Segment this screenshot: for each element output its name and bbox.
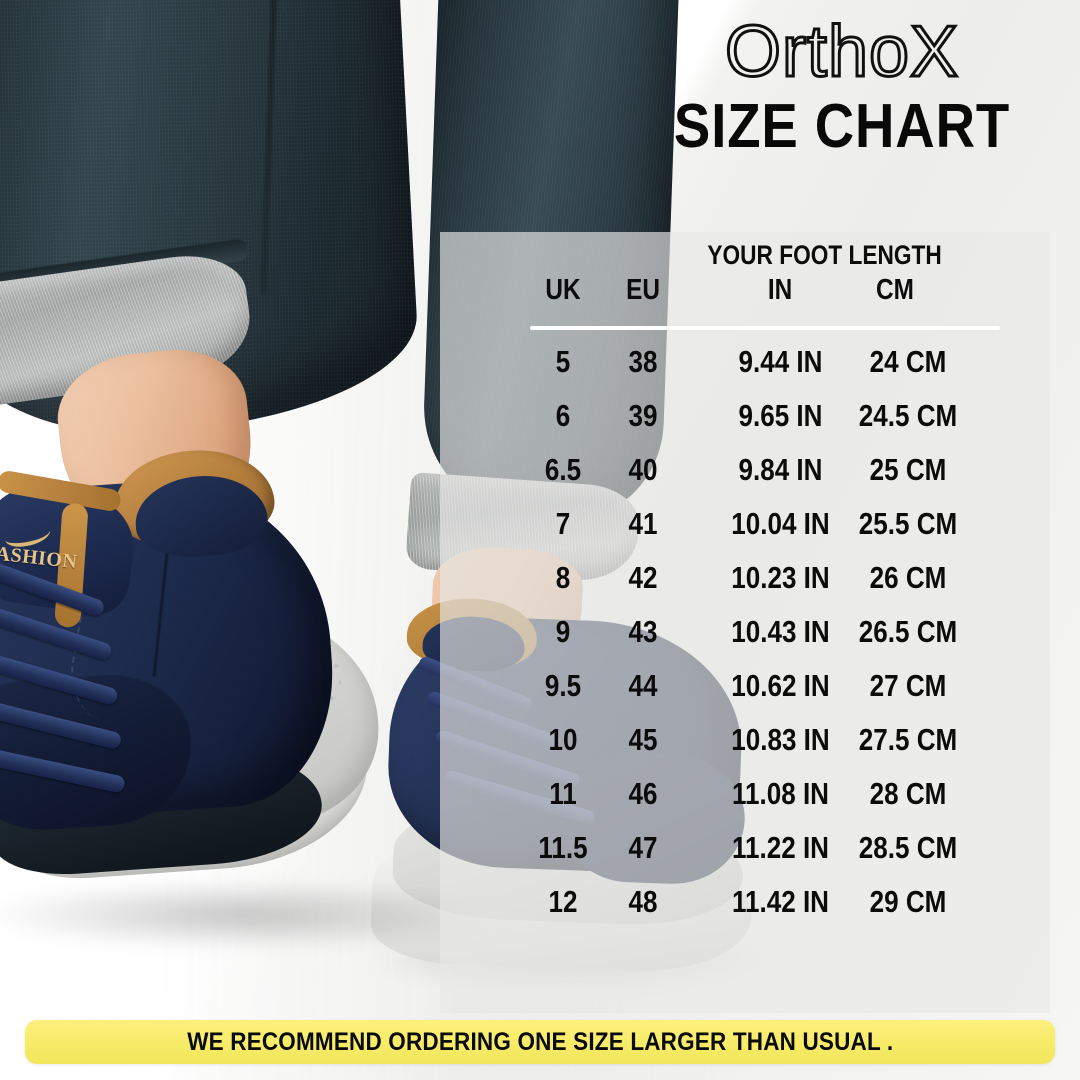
brand-header: OrthoX SIZE CHART: [632, 12, 1052, 161]
foot-length-cm-cell: 28 CM: [869, 776, 947, 811]
size-uk-cell: 7: [555, 506, 571, 541]
size-eu-cell: 39: [628, 398, 658, 433]
table-row: 8 42 10.23 IN 26 CM: [440, 556, 1050, 610]
column-header-cm: CM: [876, 274, 914, 306]
denim-seam: [260, 0, 279, 295]
table-row: 12 48 11.42 IN 29 CM: [440, 880, 1050, 934]
foot-length-cm-cell: 25 CM: [869, 452, 947, 487]
table-row: 9 43 10.43 IN 26.5 CM: [440, 610, 1050, 664]
size-uk-cell: 12: [548, 884, 578, 919]
foot-length-in-cell: 10.83 IN: [731, 722, 830, 757]
foot-length-in-cell: 10.62 IN: [731, 668, 830, 703]
header-divider: [530, 326, 1000, 330]
page-title: SIZE CHART: [673, 92, 1011, 161]
size-eu-cell: 38: [628, 344, 658, 379]
size-eu-cell: 43: [628, 614, 658, 649]
foot-length-in-cell: 9.44 IN: [738, 344, 823, 379]
foot-length-cm-cell: 28.5 CM: [858, 830, 958, 865]
foot-length-in-cell: 10.43 IN: [731, 614, 830, 649]
floor-shadow-front: [0, 880, 500, 950]
table-row: 11 46 11.08 IN 28 CM: [440, 772, 1050, 826]
size-eu-cell: 44: [628, 668, 658, 703]
table-row: 7 41 10.04 IN 25.5 CM: [440, 502, 1050, 556]
foot-length-cm-cell: 26.5 CM: [858, 614, 958, 649]
size-eu-cell: 46: [628, 776, 658, 811]
size-eu-cell: 42: [628, 560, 658, 595]
size-uk-cell: 11: [549, 776, 577, 811]
table-row: 5 38 9.44 IN 24 CM: [440, 340, 1050, 394]
sneaker-front: FASHION: [0, 406, 407, 934]
size-eu-cell: 45: [628, 722, 658, 757]
foot-length-cm-cell: 29 CM: [869, 884, 947, 919]
table-row: 10 45 10.83 IN 27.5 CM: [440, 718, 1050, 772]
table-row: 9.5 44 10.62 IN 27 CM: [440, 664, 1050, 718]
foot-length-in-cell: 9.65 IN: [738, 398, 823, 433]
size-table-rows: 5 38 9.44 IN 24 CM 6 39 9.65 IN 24.5 CM 6.5 40 9.8…: [440, 340, 1050, 934]
column-group-header: YOUR FOOT LENGTH: [707, 240, 942, 270]
brand-name: OrthoX: [723, 12, 960, 92]
foot-length-in-cell: 9.84 IN: [738, 452, 823, 487]
sneaker-front-laces: [0, 550, 183, 812]
recommendation-banner: WE RECOMMEND ORDERING ONE SIZE LARGER TH…: [25, 1020, 1055, 1064]
table-row: 6 39 9.65 IN 24.5 CM: [440, 394, 1050, 448]
size-eu-cell: 40: [628, 452, 658, 487]
column-header-in: IN: [767, 274, 793, 306]
size-uk-cell: 9.5: [544, 668, 582, 703]
foot-length-in-cell: 10.23 IN: [731, 560, 830, 595]
foot-length-in-cell: 11.42 IN: [731, 884, 829, 919]
size-uk-cell: 5: [555, 344, 571, 379]
foot-length-in-cell: 11.08 IN: [731, 776, 829, 811]
table-row: 6.5 40 9.84 IN 25 CM: [440, 448, 1050, 502]
foot-length-cm-cell: 27.5 CM: [858, 722, 958, 757]
foot-length-in-cell: 10.04 IN: [731, 506, 830, 541]
size-uk-cell: 6: [555, 398, 571, 433]
size-eu-cell: 41: [628, 506, 658, 541]
foot-length-in-cell: 11.22 IN: [731, 830, 829, 865]
table-header: YOUR FOOT LENGTH UK EU IN CM: [440, 232, 1050, 328]
size-uk-cell: 8: [555, 560, 571, 595]
foot-length-cm-cell: 26 CM: [869, 560, 947, 595]
size-uk-cell: 11.5: [538, 830, 588, 865]
size-eu-cell: 48: [628, 884, 658, 919]
size-uk-cell: 9: [555, 614, 571, 649]
recommendation-text: WE RECOMMEND ORDERING ONE SIZE LARGER TH…: [186, 1027, 894, 1056]
foot-length-cm-cell: 25.5 CM: [858, 506, 958, 541]
foot-length-cm-cell: 24.5 CM: [858, 398, 958, 433]
size-eu-cell: 47: [628, 830, 658, 865]
size-uk-cell: 10: [548, 722, 578, 757]
table-row: 11.5 47 11.22 IN 28.5 CM: [440, 826, 1050, 880]
foot-length-cm-cell: 24 CM: [869, 344, 947, 379]
size-uk-cell: 6.5: [544, 452, 582, 487]
foot-length-cm-cell: 27 CM: [869, 668, 947, 703]
size-table-panel: YOUR FOOT LENGTH UK EU IN CM 5 38 9.44 IN 2…: [440, 232, 1050, 1013]
column-header-eu: EU: [626, 274, 660, 306]
column-header-uk: UK: [545, 274, 581, 306]
